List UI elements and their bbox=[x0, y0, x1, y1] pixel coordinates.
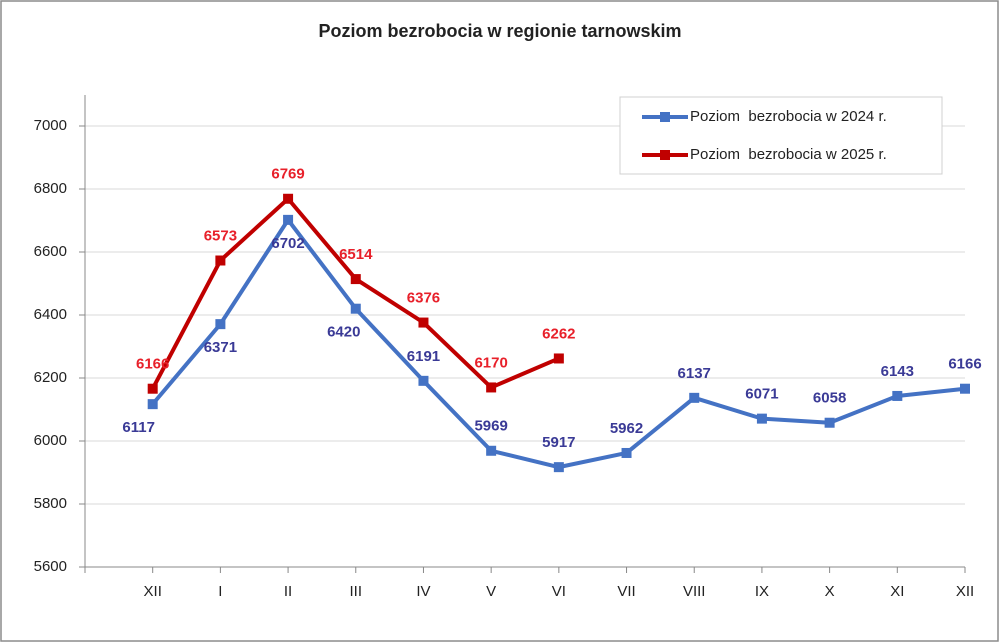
y-tick-label: 6400 bbox=[34, 306, 67, 323]
marker bbox=[215, 255, 226, 266]
x-tick-label: VI bbox=[552, 583, 566, 600]
y-tick-label: 6200 bbox=[34, 369, 67, 386]
x-tick-label: VII bbox=[617, 583, 635, 600]
data-label: 6058 bbox=[813, 390, 846, 407]
x-tick-label: IV bbox=[416, 583, 430, 600]
marker bbox=[553, 462, 564, 473]
marker bbox=[553, 353, 564, 364]
x-tick-label: XI bbox=[890, 583, 904, 600]
marker bbox=[621, 447, 632, 458]
data-label: 6769 bbox=[271, 166, 304, 183]
data-label: 6137 bbox=[678, 365, 711, 382]
data-label: 5917 bbox=[542, 434, 575, 451]
x-tick-label: V bbox=[486, 583, 496, 600]
data-label: 5969 bbox=[474, 418, 507, 435]
data-label: 6376 bbox=[407, 290, 440, 307]
data-label: 6143 bbox=[881, 363, 914, 380]
chart-title: Poziom bezrobocia w regionie tarnowskim bbox=[318, 21, 681, 41]
legend-label: Poziom bezrobocia w 2025 r. bbox=[690, 146, 887, 163]
marker bbox=[283, 193, 294, 204]
data-label: 6166 bbox=[948, 356, 981, 373]
y-tick-label: 5600 bbox=[34, 558, 67, 575]
data-label: 6166 bbox=[136, 356, 169, 373]
x-tick-label: XII bbox=[956, 583, 974, 600]
y-tick-label: 5800 bbox=[34, 495, 67, 512]
data-label: 6262 bbox=[542, 325, 575, 342]
data-label: 6071 bbox=[745, 386, 778, 403]
data-label: 6117 bbox=[122, 419, 155, 436]
marker bbox=[486, 382, 497, 393]
data-label: 5962 bbox=[610, 420, 643, 437]
marker bbox=[350, 274, 361, 285]
x-tick-label: IX bbox=[755, 583, 769, 600]
data-label: 6514 bbox=[339, 246, 373, 263]
marker bbox=[147, 383, 158, 394]
data-label: 6420 bbox=[327, 324, 360, 341]
data-label: 6573 bbox=[204, 227, 237, 244]
marker bbox=[824, 417, 835, 428]
marker bbox=[756, 413, 767, 424]
marker bbox=[350, 303, 361, 314]
data-label: 6191 bbox=[407, 348, 440, 365]
x-tick-label: III bbox=[350, 583, 363, 600]
legend-marker bbox=[660, 112, 670, 122]
marker bbox=[215, 319, 226, 330]
marker bbox=[486, 445, 497, 456]
y-tick-label: 6800 bbox=[34, 180, 67, 197]
legend-label: Poziom bezrobocia w 2024 r. bbox=[690, 108, 887, 125]
y-tick-label: 7000 bbox=[34, 117, 67, 134]
x-tick-label: II bbox=[284, 583, 292, 600]
x-tick-label: I bbox=[218, 583, 222, 600]
marker bbox=[283, 214, 294, 225]
marker bbox=[418, 317, 429, 328]
marker bbox=[418, 375, 429, 386]
data-label: 6170 bbox=[474, 354, 507, 371]
x-tick-label: X bbox=[825, 583, 835, 600]
x-tick-label: VIII bbox=[683, 583, 706, 600]
data-label: 6371 bbox=[204, 339, 237, 356]
data-label: 6702 bbox=[271, 235, 304, 252]
y-tick-label: 6600 bbox=[34, 243, 67, 260]
legend-marker bbox=[660, 150, 670, 160]
marker bbox=[960, 383, 970, 394]
marker bbox=[147, 399, 158, 410]
marker bbox=[689, 392, 700, 403]
x-tick-label: XII bbox=[144, 583, 162, 600]
marker bbox=[892, 390, 903, 401]
legend-box bbox=[619, 96, 943, 175]
y-tick-label: 6000 bbox=[34, 432, 67, 449]
